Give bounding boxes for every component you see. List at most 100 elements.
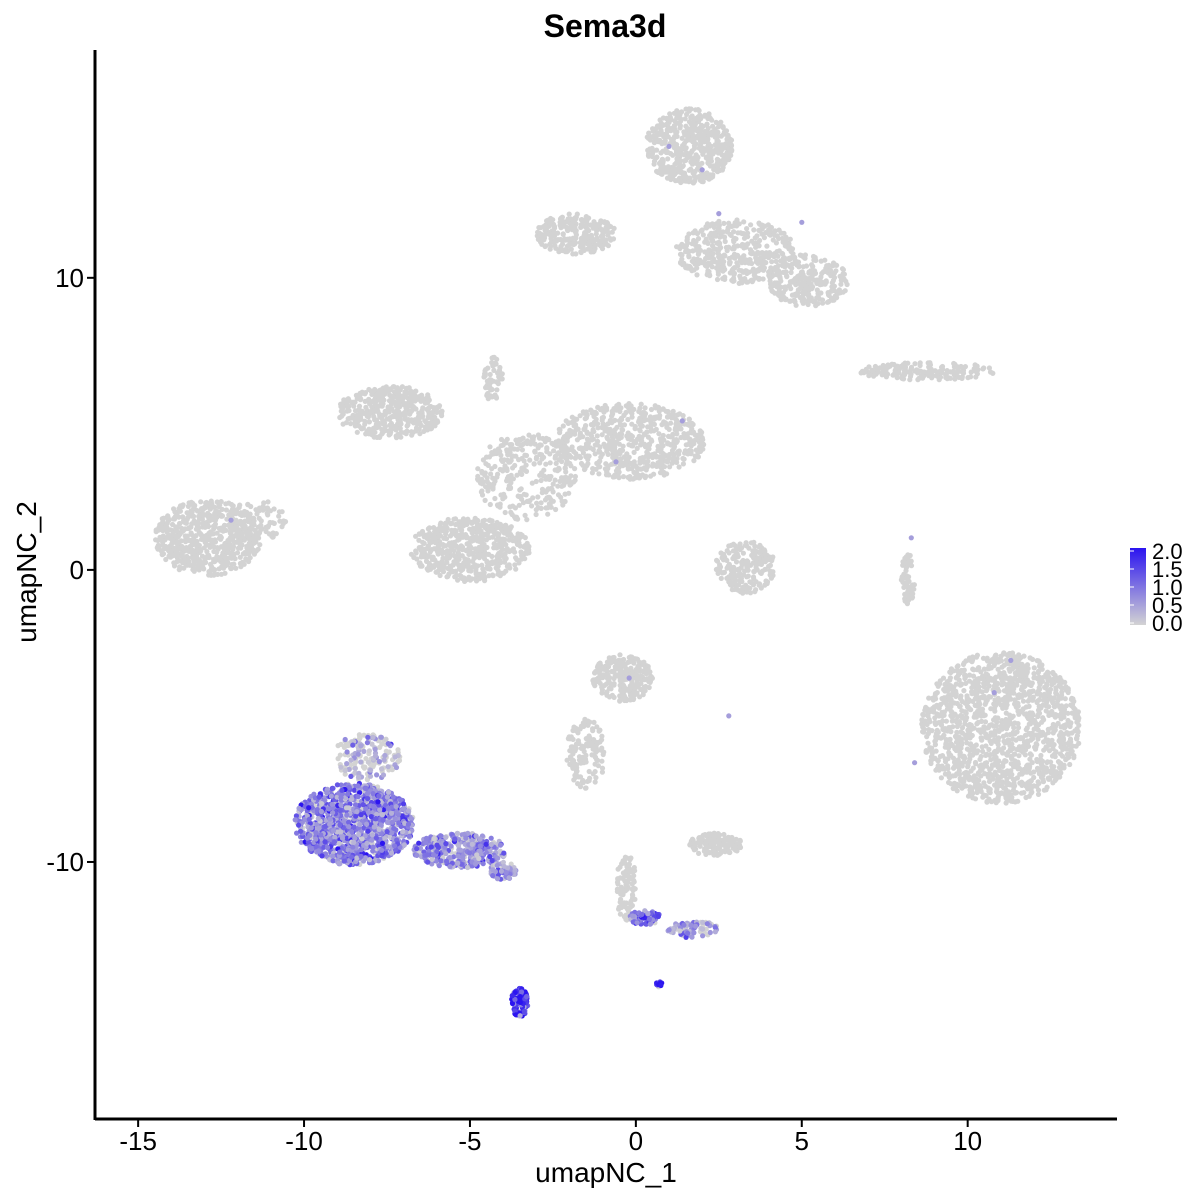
cell-point [524,498,530,504]
cell-point [354,429,360,435]
cell-point [566,211,572,217]
cell-point [557,216,564,222]
cell-point [449,527,455,533]
cell-point [869,367,875,373]
cell-point [648,425,654,431]
cell-point [359,426,365,432]
cell-point [632,423,638,430]
cell-point [559,483,565,489]
cell-point [637,427,643,433]
cell-point [538,477,544,484]
cell-point [670,411,676,417]
cell-point [758,570,764,577]
cell-point [346,403,352,410]
cell-point [798,269,805,275]
cell-point [447,533,454,539]
cell-point [714,276,721,283]
cell-point [753,259,759,265]
cell-point [420,413,426,419]
cell-point [721,220,727,226]
cell-point [686,179,692,185]
cell-point [767,278,773,284]
cell-point [741,219,747,225]
cell-point [551,448,557,454]
cell-point [482,517,488,523]
cell-point [630,443,636,449]
cell-point [810,298,816,304]
cell-point [547,241,553,247]
cell-point [682,116,688,122]
cell-point [747,590,754,596]
cell-point [219,506,225,512]
cell-point [743,540,749,546]
cell-point [587,431,593,437]
cell-point [448,568,454,574]
cell-point [819,270,825,277]
cell-point [470,525,476,532]
cell-point [220,560,226,566]
cell-point [710,251,716,257]
cell-point [203,535,209,542]
cell-point [717,234,723,240]
cell-point [618,415,625,421]
cell-point [164,525,170,531]
cell-point [573,214,579,220]
cell-point [599,232,606,238]
cell-point [479,542,485,548]
cell-point [511,446,517,452]
cell-point [978,753,984,760]
cell-point [618,456,624,462]
cell-point [731,278,737,284]
cell-point [648,406,655,413]
cell-point [154,545,160,551]
cell-point [165,547,172,554]
cell-point [665,433,672,439]
cell-point [443,531,449,537]
cell-point [496,550,502,557]
cell-point [917,362,923,369]
cell-point [482,472,488,478]
cell-point [781,230,787,236]
cell-point [636,433,642,439]
cell-point [721,153,727,159]
cell-point [431,406,437,412]
cell-point [691,240,697,246]
cell-point [616,469,622,475]
cell-point [939,363,946,370]
cell-point [158,526,164,532]
cell-point [645,147,651,153]
cell-point [699,160,705,166]
cell-point [372,399,378,405]
cell-point [436,403,443,409]
cell-point [644,449,650,455]
cell-point [435,419,441,425]
cell-point [533,511,539,518]
cell-point [753,565,759,571]
cell-point [740,257,746,263]
cell-point [203,540,209,546]
cell-point [717,122,723,129]
cell-point [766,563,772,569]
cell-point [568,223,575,229]
cell-point [397,425,403,432]
cell-point [235,510,241,516]
cell-point [211,572,217,578]
cell-point [155,537,161,544]
cell-point [217,502,223,508]
cell-point [704,272,710,278]
cell-point [567,447,573,453]
cell-point [668,128,674,134]
cell-point [663,408,669,414]
cell-point [524,440,530,447]
cell-point [384,416,390,422]
cell-point [172,539,179,546]
cell-point [883,366,889,373]
cell-point [533,456,540,462]
cell-point [597,239,603,246]
cell-point [178,538,184,544]
cell-point [744,279,750,285]
cell-point [229,512,235,518]
scatter-points [153,106,1082,1019]
cell-point [513,535,519,541]
cell-point [571,449,577,455]
